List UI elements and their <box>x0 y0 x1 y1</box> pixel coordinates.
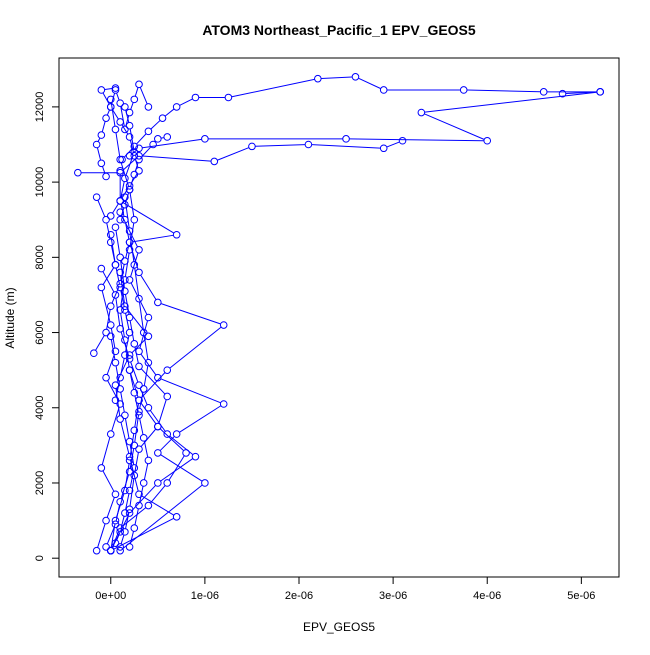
y-tick-label: 0 <box>34 555 46 561</box>
series-line-segment <box>161 138 164 139</box>
y-axis-label: Altitude (m) <box>3 287 17 348</box>
x-tick-label: 5e-06 <box>567 590 595 602</box>
y-tick-label: 2000 <box>34 471 46 495</box>
x-tick-label: 0e+00 <box>95 590 126 602</box>
x-tick-label: 2e-06 <box>285 590 313 602</box>
x-tick-label: 3e-06 <box>379 590 407 602</box>
y-tick-label: 6000 <box>34 320 46 344</box>
x-tick-label: 1e-06 <box>191 590 219 602</box>
x-axis-label: EPV_GEOS5 <box>303 620 375 634</box>
y-tick-label: 8000 <box>34 245 46 269</box>
y-tick-label: 12000 <box>34 92 46 123</box>
chart-title: ATOM3 Northeast_Pacific_1 EPV_GEOS5 <box>202 22 476 38</box>
y-tick-label: 4000 <box>34 396 46 420</box>
x-tick-label: 4e-06 <box>473 590 501 602</box>
y-tick-label: 10000 <box>34 167 46 198</box>
